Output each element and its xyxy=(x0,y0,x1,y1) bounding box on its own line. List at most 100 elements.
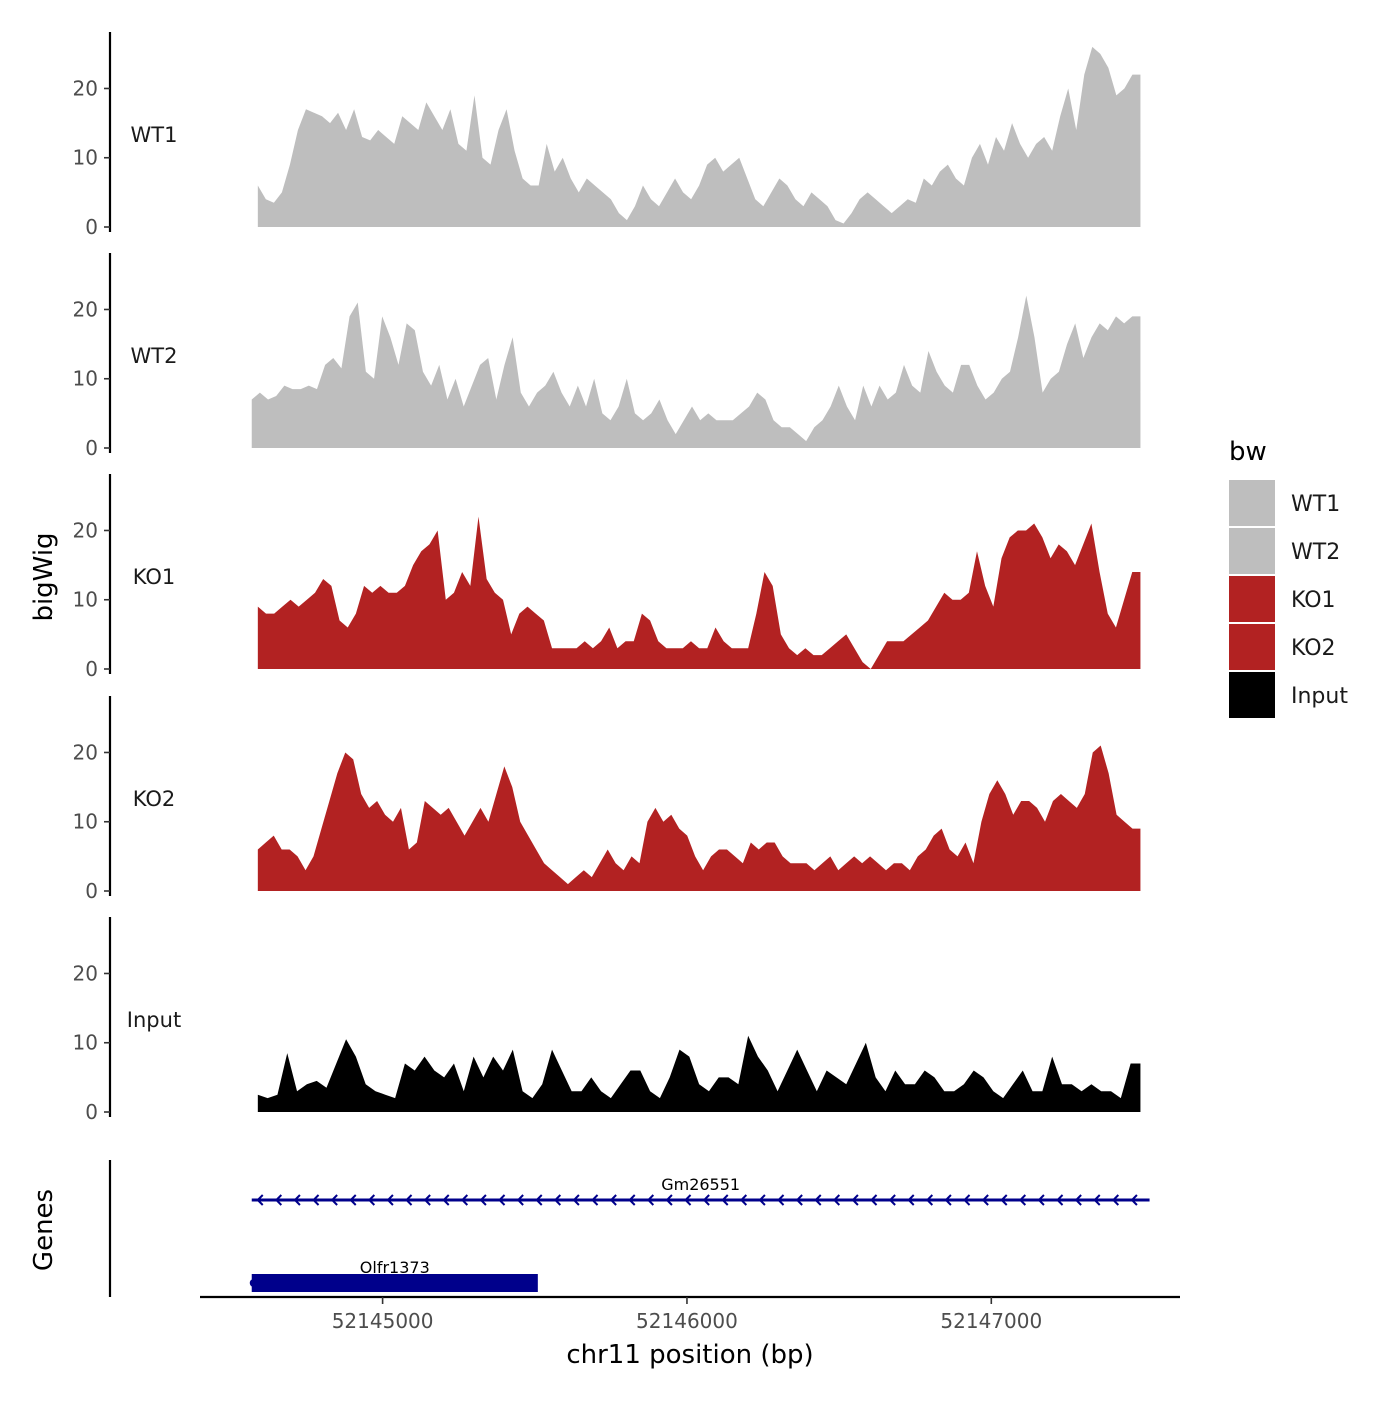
coverage-area-ko2 xyxy=(257,745,1141,891)
gene-label: Gm26551 xyxy=(661,1175,740,1194)
strand-arrow xyxy=(739,1194,748,1206)
coverage-area-wt2 xyxy=(251,295,1141,448)
strand-arrow xyxy=(907,1194,915,1206)
strand-arrow xyxy=(553,1194,562,1206)
strand-arrow xyxy=(516,1194,524,1206)
x-axis-title: chr11 position (bp) xyxy=(566,1340,813,1370)
strand-arrow xyxy=(684,1194,692,1206)
legend-entry-ko1: KO1 xyxy=(1229,576,1336,622)
strand-arrow xyxy=(349,1194,357,1206)
x-axis: 52145000 52146000 52147000 xyxy=(200,1295,1180,1333)
strand-arrow xyxy=(274,1194,283,1206)
coverage-area-wt1 xyxy=(257,46,1141,228)
strand-arrow xyxy=(460,1194,469,1206)
legend-swatch xyxy=(1229,672,1275,718)
track-ko2: 0 10 20 KO2 xyxy=(73,696,1141,903)
y-tick-label: 20 xyxy=(73,961,98,985)
strand-arrow xyxy=(405,1194,413,1206)
x-tick-label: 52146000 xyxy=(636,1309,738,1333)
strand-arrow xyxy=(1111,1194,1120,1206)
y-tick-label: 10 xyxy=(73,810,98,834)
genes-panel: Gm26551 Olfr1373 xyxy=(108,1160,1150,1297)
legend-label: KO1 xyxy=(1291,588,1336,613)
track-label-wt1: WT1 xyxy=(131,123,178,147)
strand-arrow xyxy=(944,1194,952,1206)
y-tick-label: 20 xyxy=(73,518,98,542)
strand-arrow xyxy=(925,1194,934,1206)
strand-arrow xyxy=(312,1194,320,1206)
track-label-input: Input xyxy=(127,1008,181,1032)
track-ko1: 0 10 20 KO1 xyxy=(73,474,1141,681)
strand-arrow xyxy=(479,1194,487,1206)
track-label-ko1: KO1 xyxy=(133,565,176,589)
legend-swatch xyxy=(1229,576,1275,622)
strand-arrow xyxy=(442,1194,450,1206)
legend-entry-input: Input xyxy=(1229,672,1348,718)
legend-entry-wt1: WT1 xyxy=(1229,480,1340,526)
legend-entry-wt2: WT2 xyxy=(1229,528,1340,574)
strand-arrow xyxy=(758,1194,766,1206)
strand-arrow xyxy=(702,1194,710,1206)
strand-arrow xyxy=(609,1194,617,1206)
y-tick-label: 10 xyxy=(73,1031,98,1055)
y-tick-label: 10 xyxy=(73,367,98,391)
strand-arrow xyxy=(1037,1194,1045,1206)
legend-label: WT2 xyxy=(1291,540,1340,565)
strand-arrow xyxy=(1000,1194,1008,1206)
strand-arrow xyxy=(330,1194,338,1206)
y-tick-label: 0 xyxy=(85,879,98,903)
track-input: 0 10 20 Input xyxy=(73,917,1141,1124)
strand-arrow xyxy=(1018,1194,1027,1206)
strand-arrow xyxy=(367,1194,376,1206)
y-tick-label: 10 xyxy=(73,588,98,612)
legend-title: bw xyxy=(1229,437,1267,467)
track-label-ko2: KO2 xyxy=(133,787,176,811)
strand-arrow xyxy=(628,1194,636,1206)
strand-arrow xyxy=(572,1194,580,1206)
y-tick-label: 10 xyxy=(73,146,98,170)
strand-arrow xyxy=(814,1194,822,1206)
strand-arrow xyxy=(535,1194,543,1206)
coverage-area-input xyxy=(257,1035,1141,1112)
strand-arrow xyxy=(1056,1194,1064,1206)
strand-arrow xyxy=(1093,1194,1101,1206)
y-axis-title: bigWig xyxy=(29,532,59,621)
strand-arrow xyxy=(1130,1194,1138,1206)
x-tick-label: 52147000 xyxy=(940,1309,1042,1333)
strand-arrow xyxy=(888,1194,896,1206)
strand-arrow xyxy=(721,1194,729,1206)
strand-arrow xyxy=(591,1194,599,1206)
track-wt1: 0 10 20 WT1 xyxy=(73,32,1141,239)
y-tick-label: 20 xyxy=(73,297,98,321)
y-tick-label: 0 xyxy=(85,436,98,460)
y-tick-label: 0 xyxy=(85,215,98,239)
strand-arrow xyxy=(832,1194,841,1206)
strand-arrow xyxy=(1074,1194,1082,1206)
genes-axis-title: Genes xyxy=(29,1189,59,1271)
x-tick-label: 52145000 xyxy=(332,1309,434,1333)
legend-entry-ko2: KO2 xyxy=(1229,624,1336,670)
legend-swatch xyxy=(1229,528,1275,574)
track-wt2: 0 10 20 WT2 xyxy=(73,253,1141,460)
strand-arrow xyxy=(870,1194,878,1206)
y-tick-label: 0 xyxy=(85,657,98,681)
legend-label: WT1 xyxy=(1291,492,1340,517)
strand-arrow xyxy=(777,1194,785,1206)
strand-arrow xyxy=(386,1194,394,1206)
strand-arrow xyxy=(795,1194,803,1206)
tracks: 0 10 20 WT1 0 10 20 WT2 0 10 20 KO1 0 10 20 KO2 0 10 20 Inp… xyxy=(73,32,1141,1124)
y-tick-label: 0 xyxy=(85,1100,98,1124)
legend-label: KO2 xyxy=(1291,636,1336,661)
strand-arrow xyxy=(498,1194,506,1206)
strand-arrow xyxy=(665,1194,673,1206)
strand-arrow xyxy=(851,1194,859,1206)
gene-gm26551: Gm26551 xyxy=(251,1175,1150,1206)
legend-label: Input xyxy=(1291,684,1348,709)
legend-swatch xyxy=(1229,480,1275,526)
strand-arrow xyxy=(256,1194,264,1206)
strand-arrow xyxy=(963,1194,971,1206)
legend-entries: WT1 WT2 KO1 KO2 Input xyxy=(1229,480,1348,718)
strand-arrow xyxy=(293,1194,301,1206)
